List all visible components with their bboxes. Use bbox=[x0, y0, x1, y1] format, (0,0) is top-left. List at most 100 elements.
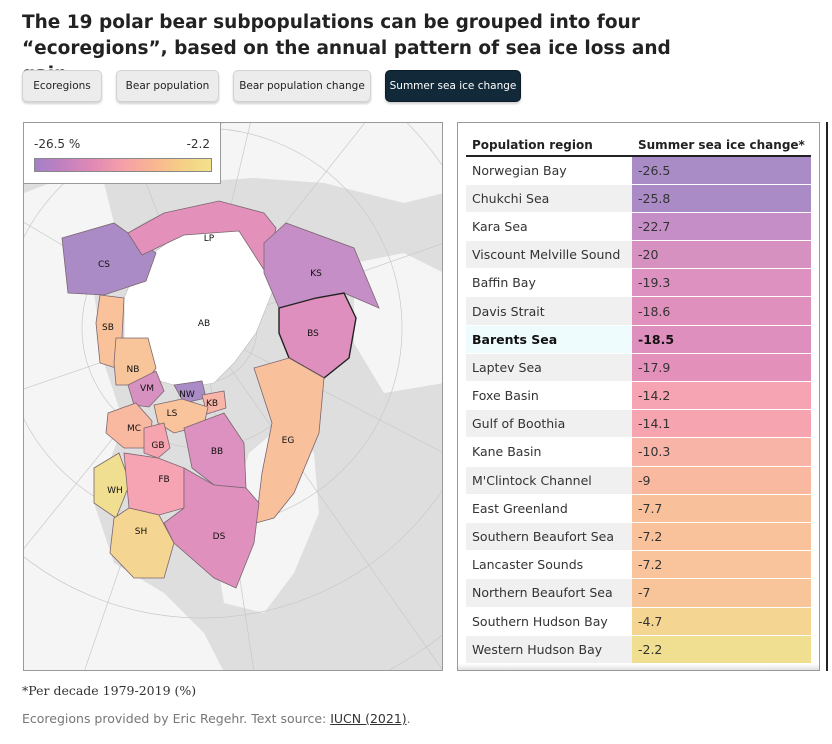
tab-bear-population[interactable]: Bear population bbox=[116, 70, 219, 102]
label-eg: EG bbox=[282, 436, 295, 446]
legend-min-label: -26.5 % bbox=[34, 137, 81, 151]
table-row[interactable]: Davis Strait -18.6 bbox=[466, 296, 811, 326]
region-ds bbox=[163, 467, 260, 589]
table-row[interactable]: Lancaster Sounds -7.2 bbox=[466, 550, 811, 580]
sea-ice-value-cell: -18.5 bbox=[632, 325, 811, 354]
region-cs bbox=[61, 222, 157, 296]
region-name-cell: M'Clintock Channel bbox=[466, 466, 632, 495]
table-row[interactable]: Foxe Basin -14.2 bbox=[466, 381, 811, 411]
tab-summer-sea-ice-change[interactable]: Summer sea ice change bbox=[385, 70, 521, 102]
sea-ice-value-cell: -7 bbox=[632, 578, 811, 608]
table-row[interactable]: Baffin Bay -19.3 bbox=[466, 268, 811, 298]
region-name-cell: Davis Strait bbox=[466, 296, 632, 326]
table-row[interactable]: Northern Beaufort Sea -7 bbox=[466, 578, 811, 608]
legend-gradient-bar bbox=[34, 158, 212, 172]
sea-ice-value-cell: -2.2 bbox=[632, 635, 811, 664]
sea-ice-value-cell: -14.2 bbox=[632, 381, 811, 411]
data-table-panel[interactable]: Population region Summer sea ice change*… bbox=[457, 122, 820, 671]
label-bb: BB bbox=[211, 447, 223, 457]
tab-bear-population-change[interactable]: Bear population change bbox=[233, 70, 371, 102]
label-lp: LP bbox=[204, 234, 215, 244]
label-wh: WH bbox=[107, 486, 123, 496]
region-name-cell: Foxe Basin bbox=[466, 381, 632, 411]
table-row[interactable]: Barents Sea -18.5 bbox=[466, 325, 811, 354]
sea-ice-value-cell: -4.7 bbox=[632, 607, 811, 636]
sea-ice-value-cell: -7.2 bbox=[632, 522, 811, 552]
polar-map[interactable]: CS LP KS SB AB BS NB VM NW KB MC LS GB E… bbox=[24, 123, 443, 671]
table-row[interactable]: Southern Hudson Bay -4.7 bbox=[466, 607, 811, 636]
region-name-cell: Viscount Melville Sound bbox=[466, 240, 632, 270]
sea-ice-table: Population region Summer sea ice change*… bbox=[466, 134, 811, 664]
table-row[interactable]: Western Hudson Bay -2.2 bbox=[466, 635, 811, 664]
region-name-cell: Kane Basin bbox=[466, 437, 632, 467]
region-name-cell: East Greenland bbox=[466, 494, 632, 523]
label-kb: KB bbox=[206, 399, 218, 409]
sea-ice-value-cell: -26.5 bbox=[632, 156, 811, 185]
region-eg bbox=[253, 357, 325, 524]
sea-ice-value-cell: -7.2 bbox=[632, 550, 811, 580]
tab-ecoregions[interactable]: Ecoregions bbox=[22, 70, 102, 102]
source-line: Ecoregions provided by Eric Regehr. Text… bbox=[22, 711, 411, 726]
table-row[interactable]: Kara Sea -22.7 bbox=[466, 212, 811, 242]
label-sb: SB bbox=[102, 323, 114, 333]
region-name-cell: Northern Beaufort Sea bbox=[466, 578, 632, 608]
land-europe bbox=[354, 253, 442, 393]
sea-ice-value-cell: -14.1 bbox=[632, 409, 811, 439]
label-ds: DS bbox=[213, 532, 226, 542]
region-gb bbox=[143, 422, 171, 459]
region-bs bbox=[278, 292, 357, 379]
region-vm bbox=[127, 370, 165, 408]
label-cs: CS bbox=[98, 260, 110, 270]
region-name-cell: Kara Sea bbox=[466, 212, 632, 242]
sea-ice-value-cell: -17.9 bbox=[632, 353, 811, 383]
region-name-cell: Gulf of Boothia bbox=[466, 409, 632, 439]
region-name-cell: Baffin Bay bbox=[466, 268, 632, 298]
legend-max-label: -2.2 bbox=[186, 137, 210, 151]
region-name-cell: Southern Beaufort Sea bbox=[466, 522, 632, 552]
region-name-cell: Barents Sea bbox=[466, 325, 632, 354]
table-row[interactable]: M'Clintock Channel -9 bbox=[466, 466, 811, 495]
table-row[interactable]: Gulf of Boothia -14.1 bbox=[466, 409, 811, 439]
table-row[interactable]: East Greenland -7.7 bbox=[466, 494, 811, 523]
table-row[interactable]: Laptev Sea -17.9 bbox=[466, 353, 811, 383]
source-link[interactable]: IUCN (2021) bbox=[330, 711, 407, 726]
footnote: *Per decade 1979-2019 (%) bbox=[22, 683, 197, 698]
sea-ice-value-cell: -22.7 bbox=[632, 212, 811, 242]
sea-ice-value-cell: -10.3 bbox=[632, 437, 811, 467]
column-header-value[interactable]: Summer sea ice change* bbox=[632, 134, 811, 157]
label-ks: KS bbox=[310, 269, 322, 279]
sea-ice-value-cell: -7.7 bbox=[632, 494, 811, 523]
sea-ice-value-cell: -25.8 bbox=[632, 184, 811, 213]
column-header-region[interactable]: Population region bbox=[466, 134, 632, 157]
source-text: Ecoregions provided by Eric Regehr. Text… bbox=[22, 711, 331, 726]
label-nw: NW bbox=[179, 390, 195, 400]
label-nb: NB bbox=[127, 365, 140, 375]
region-name-cell: Western Hudson Bay bbox=[466, 635, 632, 664]
source-suffix: . bbox=[406, 711, 411, 726]
region-sh bbox=[109, 507, 175, 579]
table-row[interactable]: Norwegian Bay -26.5 bbox=[466, 156, 811, 185]
label-sh: SH bbox=[135, 527, 147, 537]
table-row[interactable]: Chukchi Sea -25.8 bbox=[466, 184, 811, 213]
label-gb: GB bbox=[151, 441, 164, 451]
region-name-cell: Chukchi Sea bbox=[466, 184, 632, 213]
region-wh bbox=[93, 452, 131, 519]
sea-ice-value-cell: -9 bbox=[632, 466, 811, 495]
map-panel[interactable]: CS LP KS SB AB BS NB VM NW KB MC LS GB E… bbox=[23, 122, 443, 671]
sea-ice-value-cell: -19.3 bbox=[632, 268, 811, 298]
bottom-shadow bbox=[458, 664, 819, 670]
region-name-cell: Laptev Sea bbox=[466, 353, 632, 383]
region-name-cell: Norwegian Bay bbox=[466, 156, 632, 185]
table-row[interactable]: Southern Beaufort Sea -7.2 bbox=[466, 522, 811, 552]
label-ab: AB bbox=[198, 319, 210, 329]
label-vm: VM bbox=[140, 384, 154, 394]
region-name-cell: Lancaster Sounds bbox=[466, 550, 632, 580]
label-mc: MC bbox=[127, 424, 141, 434]
scrollbar[interactable] bbox=[826, 122, 828, 671]
table-row[interactable]: Kane Basin -10.3 bbox=[466, 437, 811, 467]
region-fb bbox=[123, 452, 185, 516]
table-row[interactable]: Viscount Melville Sound -20 bbox=[466, 240, 811, 270]
land-eurasia bbox=[174, 123, 442, 203]
color-legend: -26.5 % -2.2 bbox=[24, 123, 221, 184]
label-bs: BS bbox=[307, 329, 319, 339]
